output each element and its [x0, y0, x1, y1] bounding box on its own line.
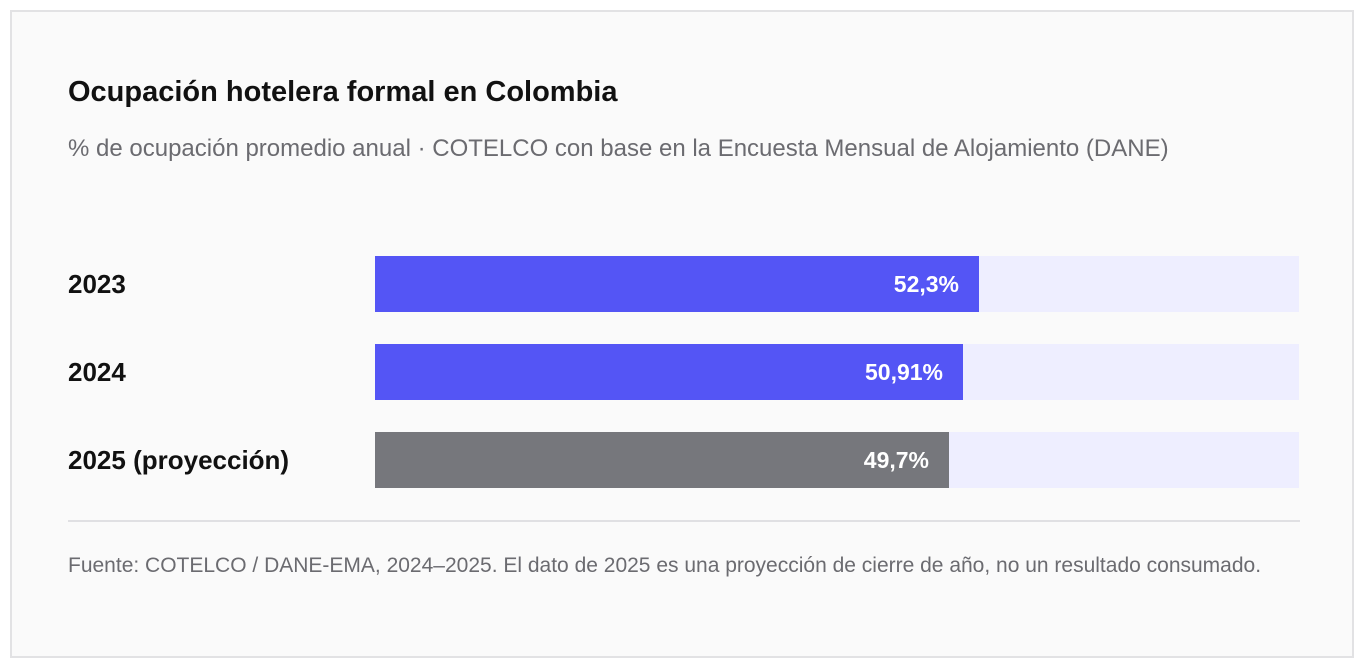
bar-value-label: 49,7%: [863, 447, 929, 473]
bar-category-label: 2023: [68, 269, 126, 299]
bar: 50,91%: [375, 344, 963, 400]
bar-row: 2024 50,91%: [68, 344, 1300, 400]
bar-row: 2025 (proyección) 49,7%: [68, 432, 1300, 488]
bar-track: 50,91%: [375, 344, 1299, 400]
bar: 49,7%: [375, 432, 949, 488]
bar-track: 49,7%: [375, 432, 1299, 488]
chart-subtitle: % de ocupación promedio anual · COTELCO …: [68, 135, 1169, 162]
bar-track: 52,3%: [375, 256, 1299, 312]
divider: [68, 520, 1300, 522]
chart-card: Ocupación hotelera formal en Colombia % …: [10, 10, 1354, 658]
bar: 52,3%: [375, 256, 979, 312]
bar-row: 2023 52,3%: [68, 256, 1300, 312]
bar-category-label: 2025 (proyección): [68, 445, 290, 475]
bar-value-label: 50,91%: [864, 359, 943, 385]
chart-footnote: Fuente: COTELCO / DANE-EMA, 2024–2025. E…: [68, 554, 1262, 577]
bar-category-label: 2024: [68, 357, 126, 387]
bar-value-label: 52,3%: [893, 271, 959, 297]
chart-title: Ocupación hotelera formal en Colombia: [68, 76, 618, 108]
bar-chart: 2023 52,3% 2024 50,91% 2025 (proyección) 49,7…: [68, 256, 1300, 496]
